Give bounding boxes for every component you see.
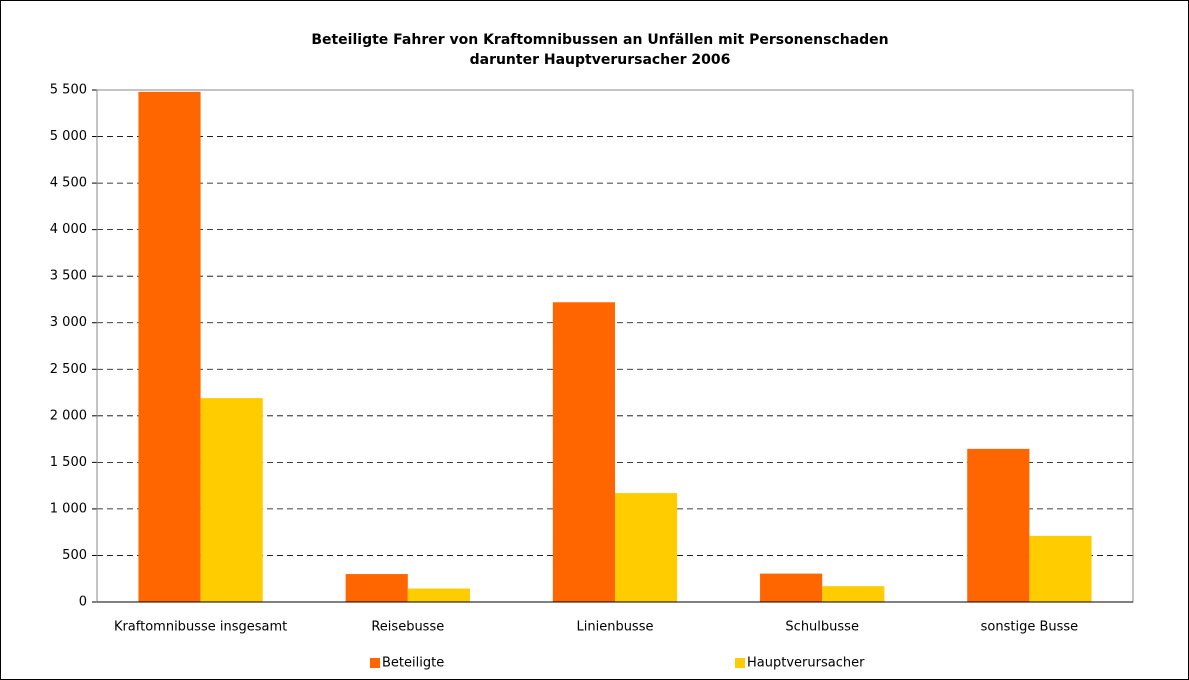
y-tick-label: 1 000 [50, 501, 87, 516]
legend-swatch [735, 658, 745, 668]
bar [407, 588, 470, 602]
bar [822, 586, 885, 602]
x-tick-label: Schulbusse [785, 620, 859, 635]
y-tick-label: 2 500 [50, 362, 87, 377]
legend-label: Beteiligte [382, 656, 444, 671]
x-tick-label: Kraftomnibusse insgesamt [114, 620, 287, 635]
y-tick-label: 3 000 [50, 315, 87, 330]
y-tick-label: 0 [79, 595, 87, 610]
x-tick-label: Reisebusse [371, 620, 444, 635]
legend-label: Hauptverursacher [747, 656, 865, 671]
x-tick-label: sonstige Busse [981, 620, 1079, 635]
y-tick-label: 4 000 [50, 222, 87, 237]
legend-swatch [370, 658, 380, 668]
chart-title: Beteiligte Fahrer von Kraftomnibussen an… [311, 32, 888, 48]
bar [967, 448, 1030, 602]
y-tick-label: 5 000 [50, 129, 87, 144]
bar [200, 398, 263, 602]
bar [138, 91, 201, 602]
chart-subtitle: darunter Hauptverursacher 2006 [470, 52, 731, 68]
bar [345, 574, 408, 602]
bar [760, 573, 823, 602]
y-tick-label: 500 [62, 548, 87, 563]
y-tick-label: 4 500 [50, 176, 87, 191]
y-tick-label: 2 000 [50, 408, 87, 423]
bar [1029, 535, 1092, 602]
y-tick-label: 1 500 [50, 455, 87, 470]
y-tick-label: 3 500 [50, 269, 87, 284]
bar [552, 302, 615, 602]
y-tick-label: 5 500 [50, 83, 87, 98]
x-tick-label: Linienbusse [577, 620, 654, 635]
bar [615, 493, 678, 602]
